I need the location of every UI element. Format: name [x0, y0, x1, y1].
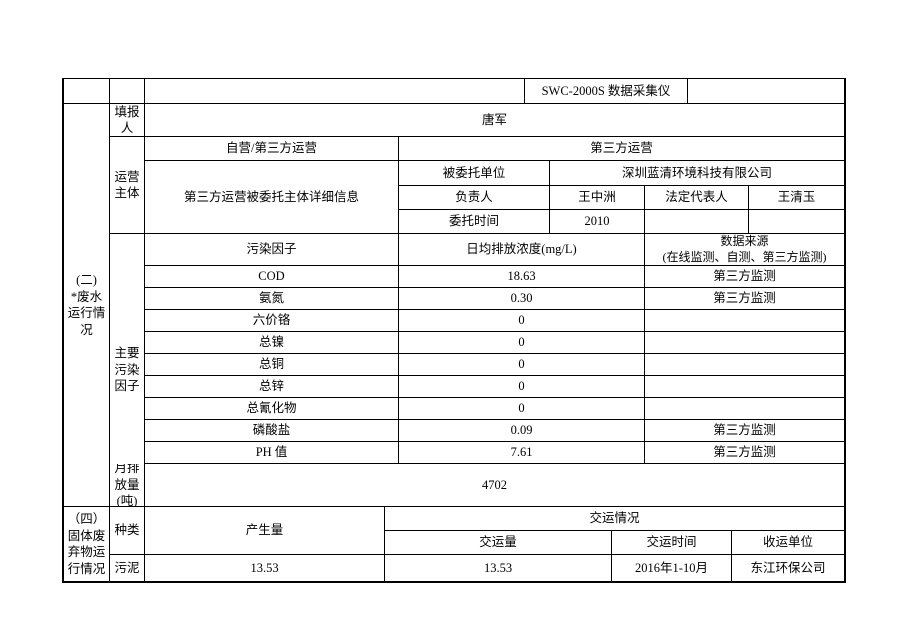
pollutant-value: 0: [399, 332, 645, 354]
pollutant-source: [645, 332, 844, 354]
pollutant-name: PH 值: [145, 442, 399, 464]
entrust-time-value: 2010: [550, 210, 645, 234]
operation-mode-value: 第三方运营: [399, 137, 844, 161]
monthly-discharge-value: 4702: [145, 464, 844, 507]
transport-amount-value: 13.53: [385, 555, 612, 581]
pollutant-name: 氨氮: [145, 288, 399, 310]
entrusted-unit-value: 深圳蓝清环境科技有限公司: [550, 161, 844, 186]
reporter-label: 填报 人: [110, 104, 145, 137]
pollutant-name: 总氰化物: [145, 398, 399, 420]
pollutants-label: 主要 污染 因子: [110, 234, 145, 507]
manager-label: 负责人: [399, 186, 550, 210]
entrust-time-empty-2: [749, 210, 844, 234]
legal-rep-value: 王清玉: [749, 186, 844, 210]
waste-production-header: 产生量: [145, 507, 385, 555]
transport-time-value: 2016年1-10月: [612, 555, 732, 581]
pollutant-source: 第三方监测: [645, 442, 844, 464]
pollutant-name: 总锌: [145, 376, 399, 398]
pollutant-name: 总铜: [145, 354, 399, 376]
entrust-time-empty-1: [645, 210, 749, 234]
pollutant-value: 0: [399, 354, 645, 376]
manager-value: 王中洲: [550, 186, 645, 210]
section4-label: （四） 固体废 弃物运 行情况: [64, 507, 110, 581]
operator-label: 运营 主体: [110, 137, 145, 234]
report-table: SWC-2000S 数据采集仪 (二) *废水 运行情 况 填报 人 唐军 运营…: [62, 78, 846, 583]
pollutant-name: 总镍: [145, 332, 399, 354]
pollutant-value: 0.30: [399, 288, 645, 310]
top-row-empty-2: [110, 79, 145, 104]
transport-unit-header: 收运单位: [732, 531, 844, 555]
pollutant-factor-header: 污染因子: [145, 234, 399, 266]
entrusted-unit-label: 被委托单位: [399, 161, 550, 186]
top-row-empty-4: [688, 79, 844, 104]
pollutant-name: COD: [145, 266, 399, 288]
waste-category-header: 种类: [110, 507, 145, 555]
reporter-value: 唐军: [145, 104, 844, 137]
top-row-empty-3: [145, 79, 525, 104]
waste-category-value: 污泥: [110, 555, 145, 581]
pollutant-source: 第三方监测: [645, 288, 844, 310]
section2-label: (二) *废水 运行情 况: [64, 104, 110, 507]
pollutant-source-header: 数据来源 (在线监测、自测、第三方监测): [645, 234, 844, 266]
pollutant-source: 第三方监测: [645, 420, 844, 442]
pollutant-source: [645, 398, 844, 420]
legal-rep-label: 法定代表人: [645, 186, 749, 210]
device-name-cell: SWC-2000S 数据采集仪: [525, 79, 688, 104]
third-party-detail-label: 第三方运营被委托主体详细信息: [145, 161, 399, 234]
pollutant-source: [645, 354, 844, 376]
pollutant-value: 0: [399, 398, 645, 420]
pollutant-source: [645, 376, 844, 398]
pollutant-value: 7.61: [399, 442, 645, 464]
pollutant-value: 0: [399, 376, 645, 398]
entrust-time-label: 委托时间: [399, 210, 550, 234]
waste-transport-header: 交运情况: [385, 507, 844, 531]
transport-unit-value: 东江环保公司: [750, 560, 826, 575]
pollutant-name: 六价铬: [145, 310, 399, 332]
waste-production-value: 13.53: [145, 555, 385, 581]
pollutant-source: [645, 310, 844, 332]
operation-mode-label: 自营/第三方运营: [145, 137, 399, 161]
transport-time-header: 交运时间: [612, 531, 732, 555]
pollutant-value: 0.09: [399, 420, 645, 442]
pollutant-concentration-header: 日均排放浓度(mg/L): [399, 234, 645, 266]
transport-amount-header: 交运量: [385, 531, 612, 555]
pollutant-source: 第三方监测: [645, 266, 844, 288]
pollutant-name: 磷酸盐: [145, 420, 399, 442]
top-row-empty-1: [64, 79, 110, 104]
pollutant-value: 18.63: [399, 266, 645, 288]
pollutant-value: 0: [399, 310, 645, 332]
monthly-discharge-label: 月排 放量 (吨): [110, 464, 145, 507]
